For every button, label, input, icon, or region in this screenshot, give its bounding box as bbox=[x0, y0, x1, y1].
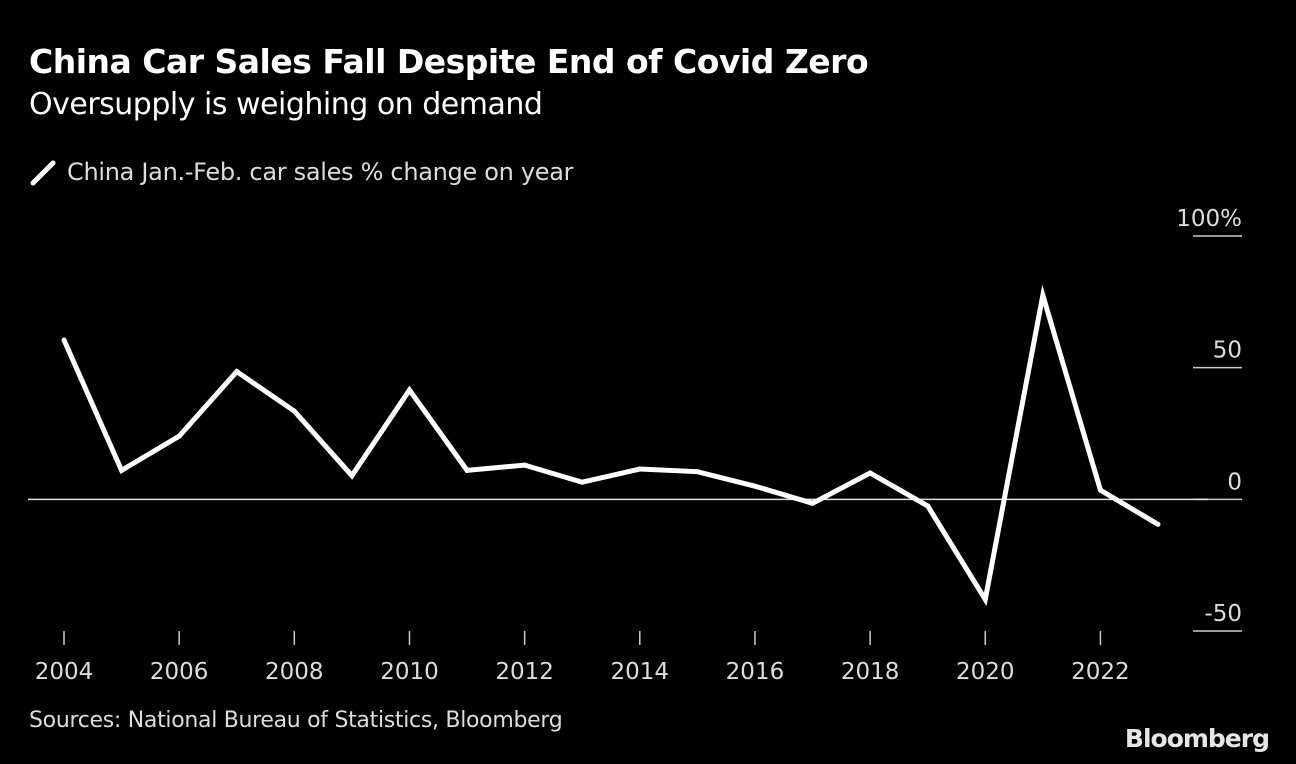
y-tick-label: 50 bbox=[1213, 338, 1242, 364]
x-tick-label: 2006 bbox=[150, 659, 209, 685]
data-point bbox=[810, 500, 816, 506]
x-axis: 2004 2006 2008 2010 2012 2014 2016 2018 2020 2022 bbox=[35, 631, 1130, 685]
data-point bbox=[61, 337, 67, 343]
data-point bbox=[867, 470, 873, 476]
y-axis: 100% 50 0 -50 bbox=[28, 206, 1242, 632]
bloomberg-logo: Bloomberg bbox=[1124, 724, 1270, 753]
y-tick-label: 0 bbox=[1227, 469, 1242, 495]
data-point bbox=[1040, 292, 1046, 298]
data-point bbox=[637, 466, 643, 472]
legend-line-icon bbox=[30, 160, 56, 186]
y-tick-label: 100% bbox=[1176, 206, 1242, 232]
chart-subtitle: Oversupply is weighing on demand bbox=[29, 87, 543, 122]
data-point bbox=[752, 483, 758, 489]
data-point bbox=[406, 387, 412, 393]
data-point bbox=[522, 462, 528, 468]
data-point bbox=[982, 596, 988, 602]
data-point bbox=[694, 469, 700, 475]
data-point bbox=[925, 503, 931, 509]
y-tick-label: -50 bbox=[1204, 601, 1242, 627]
x-tick-label: 2004 bbox=[35, 659, 94, 685]
data-point bbox=[234, 369, 240, 375]
data-point bbox=[464, 467, 470, 473]
data-point bbox=[119, 467, 125, 473]
data-point bbox=[291, 408, 297, 414]
data-point bbox=[1155, 521, 1161, 527]
series-line bbox=[61, 284, 1160, 607]
data-point bbox=[349, 473, 355, 479]
x-tick-label: 2014 bbox=[611, 659, 670, 685]
source-note: Sources: National Bureau of Statistics, … bbox=[29, 708, 563, 733]
x-tick-label: 2012 bbox=[495, 659, 554, 685]
x-tick-label: 2016 bbox=[726, 659, 785, 685]
series-layer bbox=[61, 284, 1161, 607]
x-tick-label: 2010 bbox=[380, 659, 439, 685]
x-tick-label: 2008 bbox=[265, 659, 324, 685]
x-tick-label: 2020 bbox=[956, 659, 1015, 685]
x-tick-label: 2022 bbox=[1071, 659, 1130, 685]
data-point bbox=[579, 479, 585, 485]
legend-label: China Jan.-Feb. car sales % change on ye… bbox=[67, 158, 574, 186]
chart-title: China Car Sales Fall Despite End of Covi… bbox=[29, 42, 869, 81]
data-point bbox=[176, 433, 182, 439]
x-tick-label: 2018 bbox=[841, 659, 900, 685]
data-point bbox=[1097, 487, 1103, 493]
legend: China Jan.-Feb. car sales % change on ye… bbox=[29, 155, 574, 189]
